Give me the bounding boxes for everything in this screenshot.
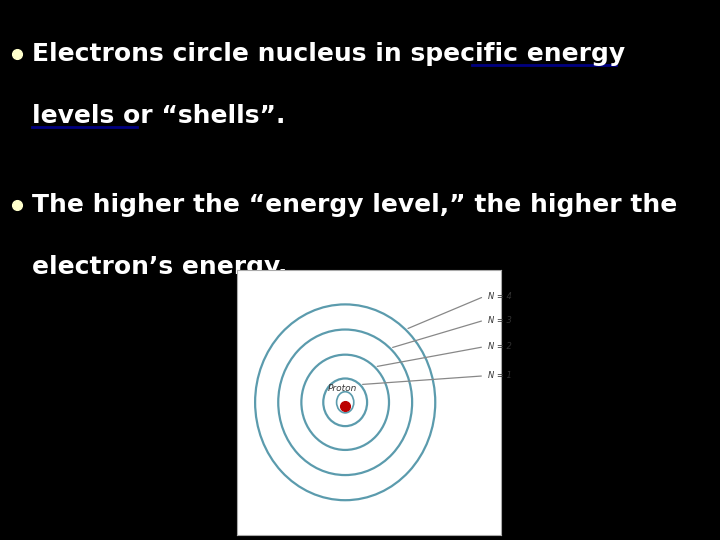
Text: N = 3: N = 3 xyxy=(488,316,512,325)
Text: N = 1: N = 1 xyxy=(488,372,512,380)
Text: N = 4: N = 4 xyxy=(488,292,512,301)
Text: Electrons circle nucleus in specific energy: Electrons circle nucleus in specific ene… xyxy=(32,42,626,66)
Text: electron’s energy.: electron’s energy. xyxy=(32,255,288,279)
Text: levels or “shells”.: levels or “shells”. xyxy=(32,104,286,128)
Text: Proton: Proton xyxy=(328,384,357,393)
Text: N = 2: N = 2 xyxy=(488,342,512,351)
Text: The higher the “energy level,” the higher the: The higher the “energy level,” the highe… xyxy=(32,193,678,217)
